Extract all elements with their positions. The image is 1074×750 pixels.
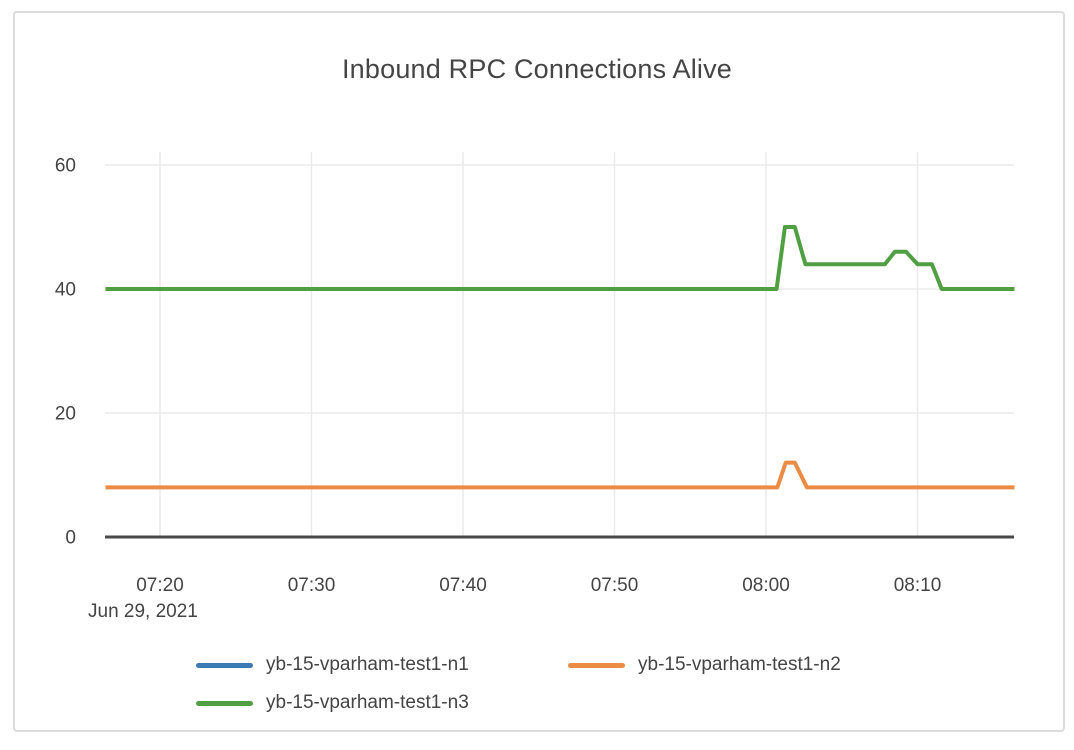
legend: yb-15-vparham-test1-n1 yb-15-vparham-tes… [196, 652, 841, 716]
x-tick-label: 08:10 [894, 575, 942, 596]
legend-label-n2: yb-15-vparham-test1-n2 [638, 654, 841, 675]
chart-card [13, 11, 1065, 732]
legend-label-n3: yb-15-vparham-test1-n3 [266, 692, 469, 713]
x-tick-label: 07:30 [288, 575, 336, 596]
series-line-yb-15-vparham-test1-n2[interactable] [105, 460, 1015, 490]
legend-item-n2[interactable]: yb-15-vparham-test1-n2 [568, 654, 841, 676]
y-tick-label: 0 [65, 528, 76, 549]
x-tick-label: 07:20 [136, 575, 184, 596]
legend-label-n1: yb-15-vparham-test1-n1 [266, 654, 469, 675]
x-tick-label: 07:40 [439, 575, 487, 596]
legend-swatch-n2 [568, 662, 625, 668]
legend-row-2: yb-15-vparham-test1-n3 [196, 690, 841, 716]
legend-swatch-n1 [196, 662, 253, 668]
chart-title: Inbound RPC Connections Alive [341, 54, 733, 84]
x-axis-date-label: Jun 29, 2021 [88, 601, 198, 622]
x-tick-label: 08:00 [742, 575, 790, 596]
legend-row-1: yb-15-vparham-test1-n1 yb-15-vparham-tes… [196, 652, 841, 678]
legend-item-n3[interactable]: yb-15-vparham-test1-n3 [196, 692, 540, 714]
x-tick-label: 07:50 [591, 575, 639, 596]
y-tick-label: 60 [55, 156, 76, 177]
series-line-yb-15-vparham-test1-n3[interactable] [105, 225, 1015, 291]
legend-item-n1[interactable]: yb-15-vparham-test1-n1 [196, 654, 540, 676]
y-tick-label: 20 [55, 404, 76, 425]
legend-swatch-n3 [196, 700, 253, 706]
y-tick-label: 40 [55, 280, 76, 301]
